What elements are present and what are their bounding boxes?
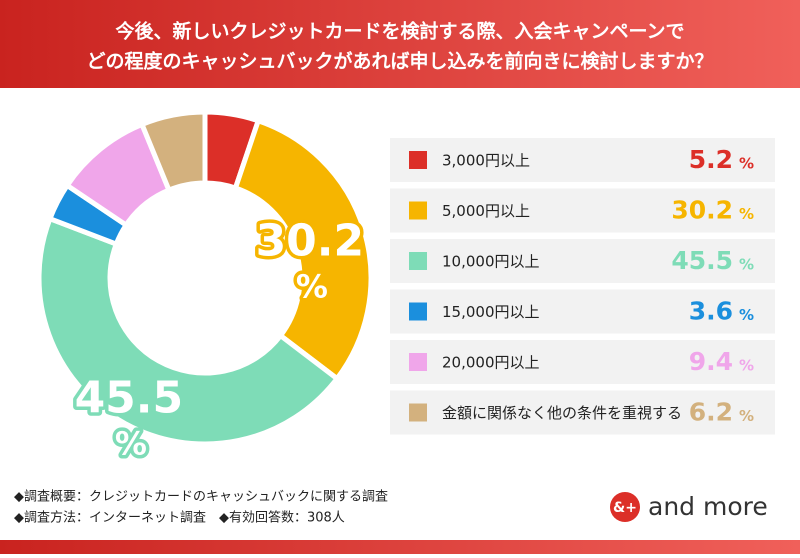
legend-row xyxy=(390,289,775,334)
legend-swatch xyxy=(409,201,427,220)
legend-swatch xyxy=(409,353,427,371)
footer-note: ◆調査方法：インターネット調査 ◆有効回答数：308人 xyxy=(14,510,345,526)
legend-label: 5,000円以上 xyxy=(442,202,530,220)
slice-label: 30.2 xyxy=(256,216,365,267)
slice-label: 45.5 xyxy=(75,372,184,423)
legend-value: 6.2 xyxy=(689,398,733,427)
legend-unit: % xyxy=(739,256,754,274)
legend-label: 15,000円以上 xyxy=(442,303,540,321)
logo-icon xyxy=(610,492,640,522)
header-band xyxy=(0,0,800,88)
legend-swatch xyxy=(409,302,427,321)
legend-label: 20,000円以上 xyxy=(442,354,540,372)
legend-label: 10,000円以上 xyxy=(442,253,540,271)
legend-value: 30.2 xyxy=(671,196,733,225)
legend-unit: % xyxy=(739,357,754,375)
slice-label-unit: % xyxy=(115,424,147,462)
legend-value: 3.6 xyxy=(689,297,733,326)
legend-value: 5.2 xyxy=(689,145,733,174)
legend-row xyxy=(390,390,775,435)
title-line: 今後、新しいクレジットカードを検討する際、入会キャンペーンで xyxy=(114,20,684,43)
legend-unit: % xyxy=(739,205,754,223)
donut-slice xyxy=(232,117,374,383)
legend-swatch xyxy=(409,403,427,422)
footer-note: ◆調査概要：クレジットカードのキャッシュバックに関する調査 xyxy=(14,490,388,505)
legend-value: 9.4 xyxy=(689,347,733,376)
legend-row xyxy=(390,340,775,384)
chart: 3,000円以上 5.2 %30.2%5,000円以上 30.2 %45.5%10,00… xyxy=(36,109,775,466)
legend-row xyxy=(390,239,775,283)
logo-text: and more xyxy=(648,492,768,521)
legend-swatch xyxy=(409,252,427,270)
title-line: どの程度のキャッシュバックがあれば申し込みを前向きに検討しますか？ xyxy=(86,50,713,73)
slice-label-unit: % xyxy=(296,268,328,306)
donut-slice xyxy=(138,109,208,194)
legend-unit: % xyxy=(739,407,754,425)
legend-row xyxy=(390,138,775,182)
legend-unit: % xyxy=(739,306,754,324)
legend-swatch xyxy=(409,151,427,169)
donut-slice xyxy=(36,215,341,447)
legend-label: 金額に関係なく他の条件を重視する xyxy=(442,404,682,422)
logo-icon-text: &+ xyxy=(613,500,637,516)
legend-value: 45.5 xyxy=(671,246,733,275)
footer-band xyxy=(0,540,800,554)
legend-label: 3,000円以上 xyxy=(442,152,530,170)
legend-row xyxy=(390,188,775,233)
legend-unit: % xyxy=(739,155,754,173)
